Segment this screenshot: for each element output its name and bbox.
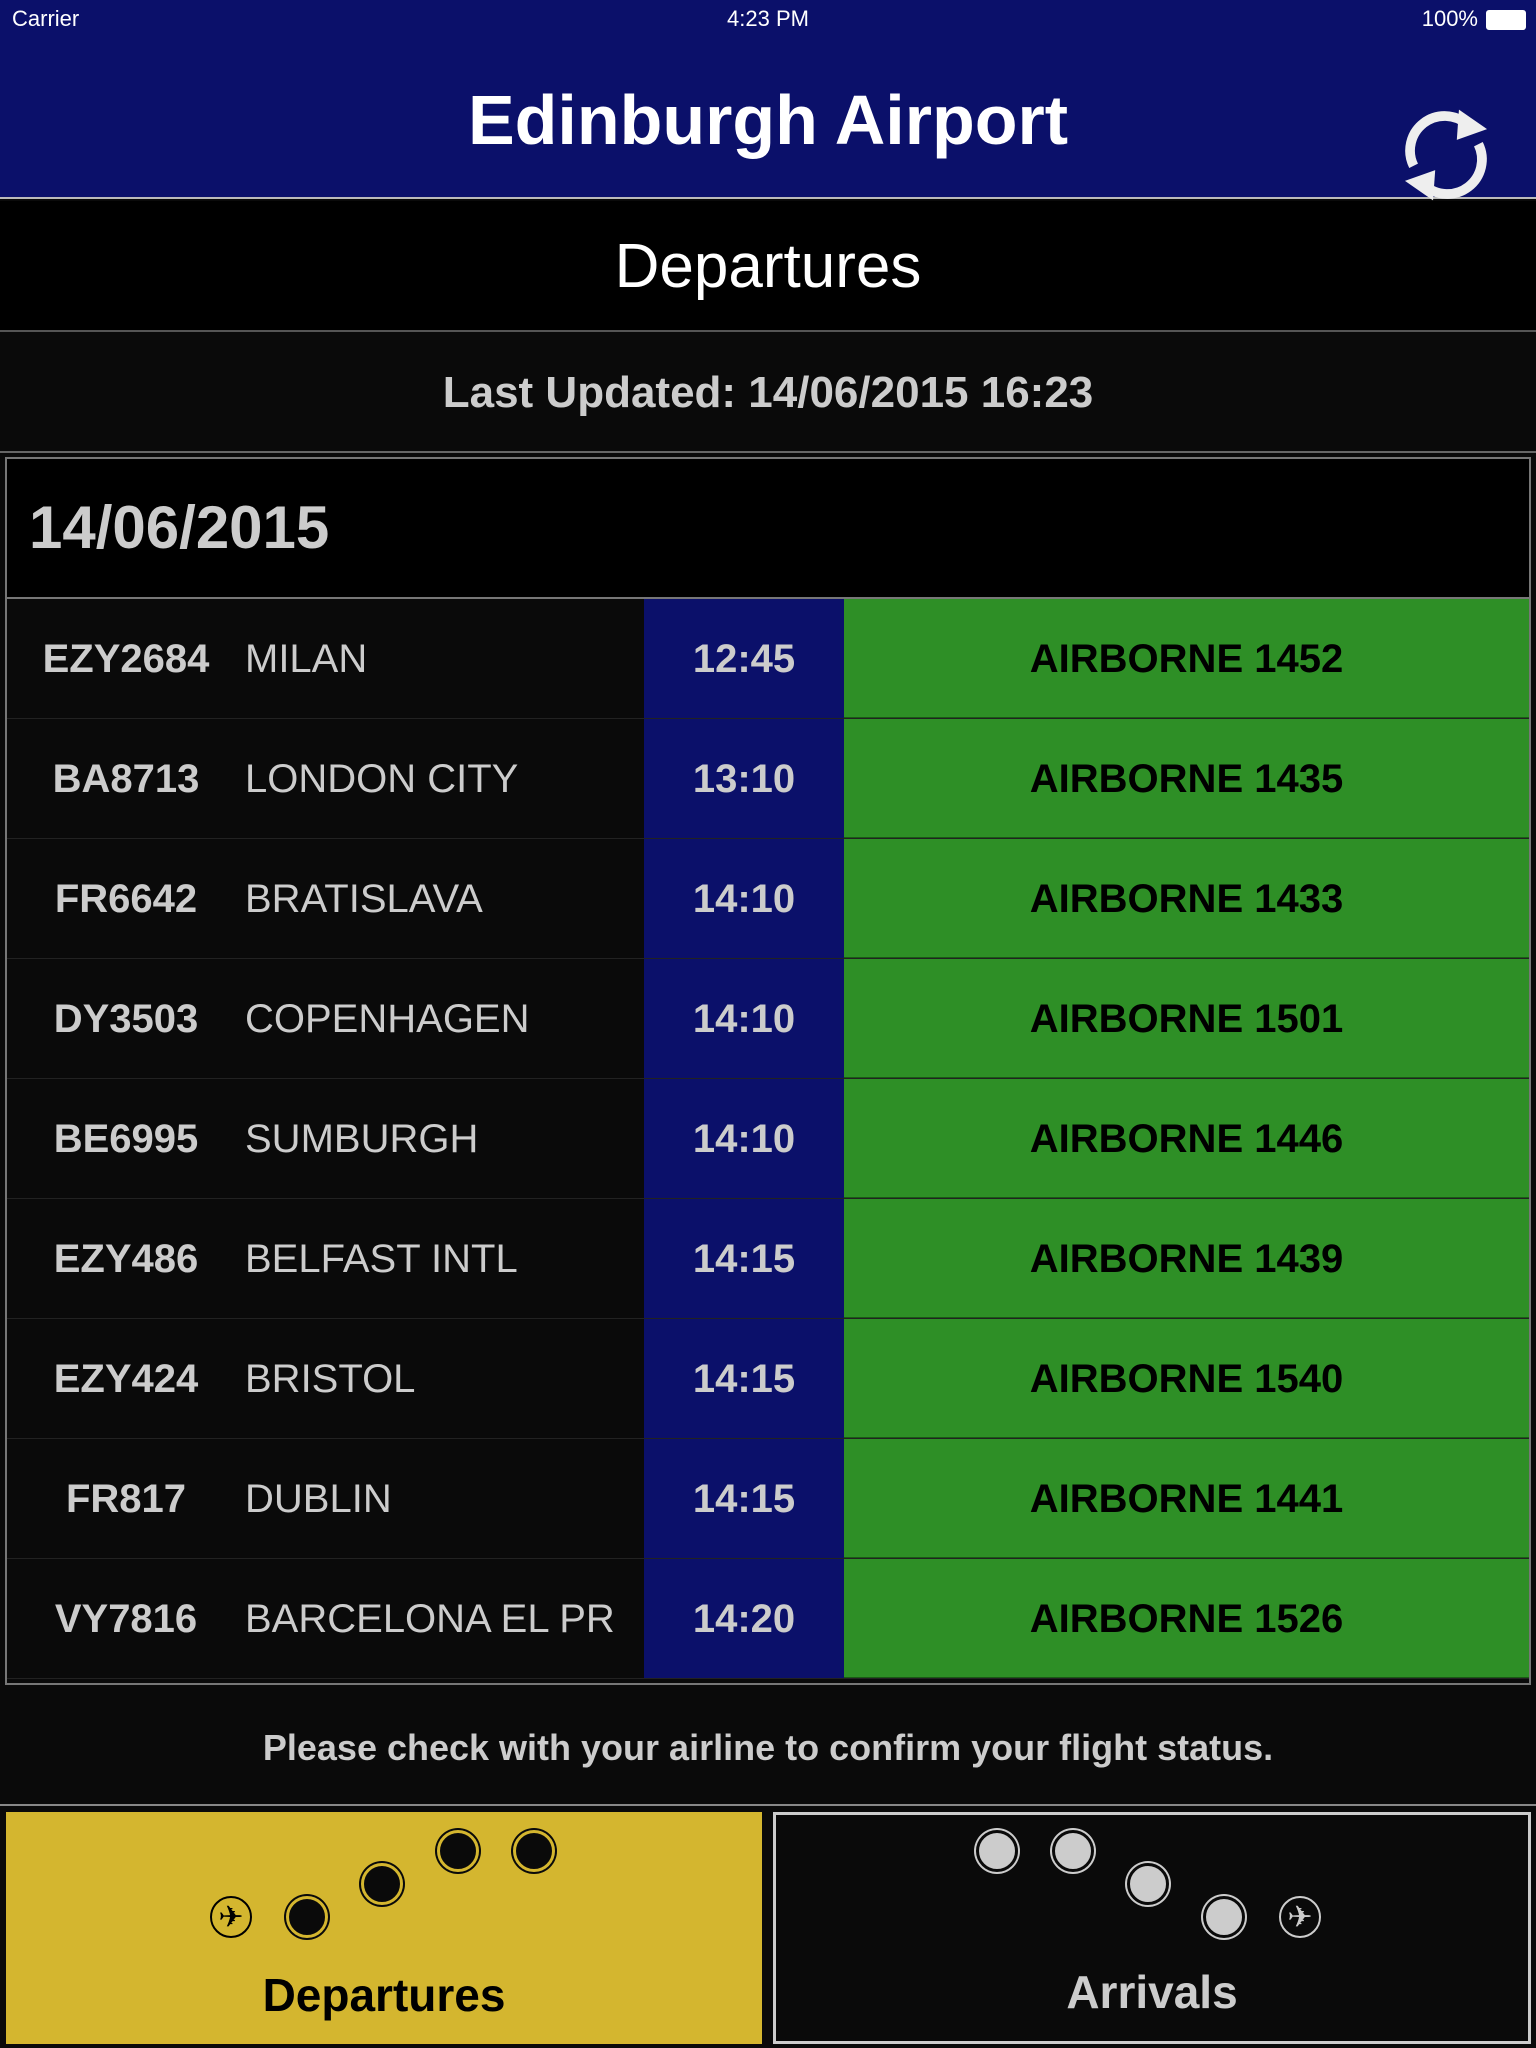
flight-time: 14:15 [644,1319,844,1438]
flight-row[interactable]: EZY486 BELFAST INTL 14:15 AIRBORNE 1439 [7,1199,1529,1319]
flight-status: AIRBORNE 1501 [844,959,1529,1078]
flight-row[interactable]: BE6995 SUMBURGH 14:10 AIRBORNE 1446 [7,1079,1529,1199]
flight-time: 12:45 [644,599,844,718]
flight-time: 14:10 [644,1079,844,1198]
flight-code: FR6642 [54,877,198,921]
flight-row[interactable]: BA8713 LONDON CITY 13:10 AIRBORNE 1435 [7,719,1529,839]
flight-code: FR817 [65,1477,187,1521]
flight-time: 14:10 [644,959,844,1078]
flight-destination: LONDON CITY [245,757,519,801]
flight-code: VY7816 [54,1597,198,1641]
dot-icon [513,1830,555,1872]
flight-time: 14:10 [644,839,844,958]
flight-status: AIRBORNE 1446 [844,1079,1529,1198]
dot-icon [286,1896,328,1938]
flight-code: DY3503 [53,997,199,1041]
flight-destination: MILAN [245,637,368,681]
battery-icon [1486,10,1526,30]
flight-time: 14:20 [644,1559,844,1678]
refresh-icon[interactable] [1392,100,1500,210]
tab-arrivals-label: Arrivals [1066,1966,1238,2018]
flight-time: 13:10 [644,719,844,838]
flight-code: EZY486 [53,1237,199,1281]
clock: 4:23 PM [727,6,809,31]
flight-code: EZY2684 [42,637,210,681]
app-header: Carrier 4:23 PM 100% Edinburgh Airport [0,0,1536,201]
flight-status: AIRBORNE 1435 [844,719,1529,838]
flight-destination: COPENHAGEN [245,997,530,1041]
tab-departures[interactable]: ✈ Departures [6,1812,762,2044]
flight-row[interactable]: DY3503 COPENHAGEN 14:10 AIRBORNE 1501 [7,959,1529,1079]
flight-code: BA8713 [52,757,200,801]
flight-row[interactable]: FR6642 BRATISLAVA 14:10 AIRBORNE 1433 [7,839,1529,959]
plane-icon: ✈ [1279,1896,1321,1938]
flight-time: 14:15 [644,1439,844,1558]
dot-icon [437,1830,479,1872]
carrier-label: Carrier [12,6,80,31]
flight-board[interactable]: 14/06/2015 EZY2684 MILAN 12:45 AIRBORNE 145… [5,457,1531,1685]
flight-destination: BARCELONA EL PR [245,1597,615,1641]
board-date: 14/06/2015 [7,459,1529,599]
flight-time: 14:15 [644,1199,844,1318]
flight-status: AIRBORNE 1540 [844,1319,1529,1438]
flight-status: AIRBORNE 1452 [844,599,1529,718]
section-title: Departures [0,201,1536,332]
tab-departures-label: Departures [262,1969,506,2021]
tab-arrivals[interactable]: ✈ Arrivals [773,1812,1531,2044]
flight-destination: BRISTOL [245,1357,416,1401]
flight-row[interactable]: VY7816 BARCELONA EL PR 14:20 AIRBORNE 1526 [7,1559,1529,1679]
flight-destination: DUBLIN [245,1477,392,1521]
flight-destination: SUMBURGH [245,1117,479,1161]
flight-row[interactable]: EZY2684 MILAN 12:45 AIRBORNE 1452 [7,599,1529,719]
flight-row[interactable]: FR817 DUBLIN 14:15 AIRBORNE 1441 [7,1439,1529,1559]
flight-code: BE6995 [53,1117,199,1161]
flight-status: AIRBORNE 1439 [844,1199,1529,1318]
flight-destination: BELFAST INTL [245,1237,518,1281]
dot-icon [1127,1863,1169,1905]
flight-status: AIRBORNE 1441 [844,1439,1529,1558]
flight-status: AIRBORNE 1526 [844,1559,1529,1678]
flight-code: EZY424 [53,1357,199,1401]
flight-destination: BRATISLAVA [245,877,483,921]
flight-row[interactable]: EZY424 BRISTOL 14:15 AIRBORNE 1540 [7,1319,1529,1439]
dot-icon [1203,1896,1245,1938]
plane-icon: ✈ [210,1896,252,1938]
app-title: Edinburgh Airport [467,81,1069,159]
flight-status: AIRBORNE 1433 [844,839,1529,958]
dot-icon [976,1830,1018,1872]
dot-icon [361,1863,403,1905]
dot-icon [1052,1830,1094,1872]
battery-label: 100% [1421,6,1478,31]
disclaimer-note: Please check with your airline to confir… [0,1690,1536,1806]
last-updated: Last Updated: 14/06/2015 16:23 [0,333,1536,453]
